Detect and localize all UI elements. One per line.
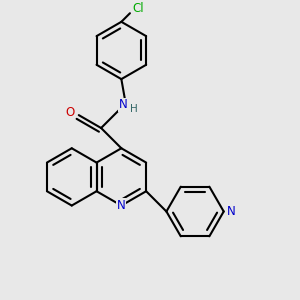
Text: N: N	[117, 199, 126, 212]
Text: N: N	[118, 98, 127, 111]
Text: Cl: Cl	[133, 2, 144, 15]
Text: O: O	[66, 106, 75, 119]
Text: N: N	[226, 205, 235, 218]
Text: H: H	[130, 104, 138, 114]
